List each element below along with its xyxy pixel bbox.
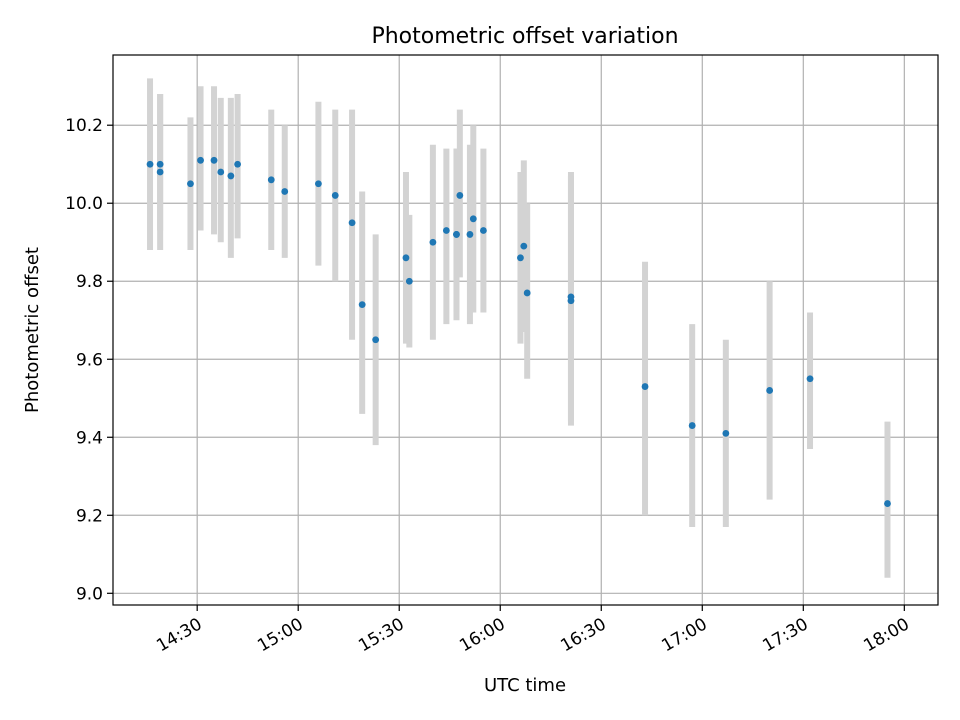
data-point: [766, 387, 774, 394]
data-point: [523, 289, 531, 297]
data-point: [520, 242, 528, 250]
data-point: [806, 375, 814, 383]
data-point: [469, 215, 477, 223]
data-point: [456, 192, 464, 199]
data-point: [210, 156, 218, 164]
plot-frame: [112, 54, 939, 606]
data-point: [156, 160, 164, 168]
data-point: [348, 219, 356, 227]
data-point: [187, 180, 194, 188]
data-point: [442, 227, 450, 234]
data-point: [281, 188, 289, 195]
y-tick-label: 9.6: [76, 350, 103, 370]
data-point: [156, 168, 164, 176]
data-point: [453, 231, 460, 238]
data-point: [315, 180, 322, 188]
data-point: [517, 254, 524, 262]
data-point: [688, 422, 696, 429]
data-point: [429, 238, 437, 246]
data-point: [331, 192, 339, 199]
data-point: [197, 156, 204, 164]
y-axis-label: Photometric offset: [22, 247, 43, 413]
data-point: [372, 336, 380, 344]
y-tick-label: 9.2: [76, 506, 103, 526]
data-point: [480, 227, 487, 234]
data-point: [234, 160, 241, 168]
data-point: [567, 293, 575, 301]
x-axis-label: UTC time: [484, 675, 566, 696]
data-point: [884, 500, 891, 507]
data-point: [405, 277, 413, 285]
data-point: [217, 168, 225, 176]
data-point: [641, 383, 649, 390]
y-tick-label: 9.0: [76, 584, 103, 604]
y-tick-label: 9.4: [76, 428, 103, 448]
data-point: [466, 231, 474, 238]
data-point: [267, 176, 275, 184]
data-point: [146, 160, 154, 168]
y-tick-label: 10.2: [65, 116, 103, 136]
plot-area: [112, 54, 939, 606]
y-tick-label: 9.8: [76, 272, 103, 292]
chart-title: Photometric offset variation: [371, 24, 678, 49]
data-points: [146, 156, 891, 507]
data-point: [402, 254, 410, 262]
data-point: [358, 301, 366, 309]
y-tick-label: 10.0: [65, 194, 103, 214]
data-point: [722, 429, 730, 437]
data-point: [227, 172, 235, 180]
y-axis-ticks: 9.0 9.2 9.4 9.6 9.8 10.0 10.2: [65, 116, 113, 604]
